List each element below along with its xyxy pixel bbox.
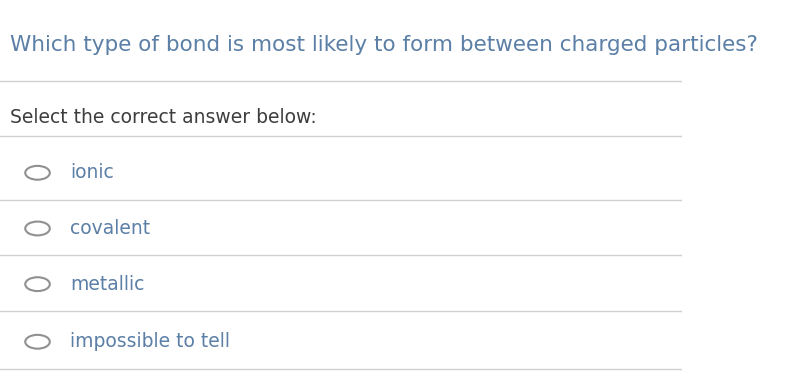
Text: ionic: ionic <box>71 163 114 182</box>
Text: Which type of bond is most likely to form between charged particles?: Which type of bond is most likely to for… <box>11 35 758 55</box>
Text: covalent: covalent <box>71 219 150 238</box>
Text: Select the correct answer below:: Select the correct answer below: <box>11 108 317 126</box>
Text: metallic: metallic <box>71 275 144 294</box>
Text: impossible to tell: impossible to tell <box>71 332 230 351</box>
